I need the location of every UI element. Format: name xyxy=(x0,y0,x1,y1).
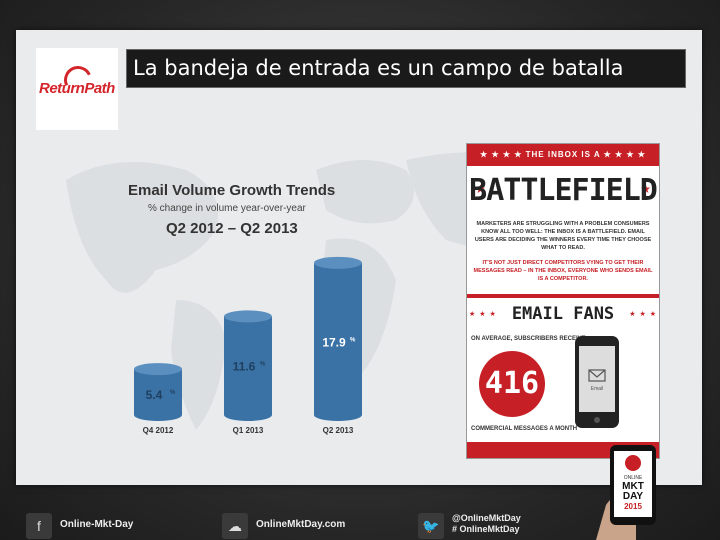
infographic-banner: ★ ★ ★ ★ THE INBOX IS A ★ ★ ★ ★ xyxy=(467,144,659,166)
value-suffix: % xyxy=(260,362,266,368)
message-count: 416 xyxy=(479,351,545,417)
bar-q2-2013 xyxy=(314,262,362,415)
banner-text: THE INBOX IS A xyxy=(525,150,601,159)
value-suffix: % xyxy=(170,390,176,396)
infographic: ★ ★ ★ ★ THE INBOX IS A ★ ★ ★ ★ ★ ★ BATTL… xyxy=(466,143,660,459)
facebook-icon[interactable]: f xyxy=(26,513,52,539)
bar-top xyxy=(314,256,362,269)
badge-line4: 2015 xyxy=(624,502,642,511)
badge-line1: ONLINE xyxy=(624,475,643,481)
logo-text: ReturnPath xyxy=(39,80,115,97)
infographic-paragraph-2: IT'S NOT JUST DIRECT COMPETITORS VYING T… xyxy=(473,260,653,282)
value-label: 17.9 xyxy=(322,336,346,350)
smartphone-icon: Email xyxy=(575,336,619,428)
twitter-hashtag[interactable]: # OnlineMktDay xyxy=(452,524,520,534)
phone-label: Email xyxy=(591,386,604,392)
website-link[interactable]: OnlineMktDay.com xyxy=(256,519,346,530)
value-label: 5.4 xyxy=(146,388,163,402)
chart-title: Email Volume Growth Trends xyxy=(128,182,336,199)
cloud-icon[interactable]: ☁ xyxy=(222,513,248,539)
value-suffix: % xyxy=(350,338,356,344)
twitter-icon[interactable]: 🐦 xyxy=(418,513,444,539)
divider xyxy=(467,294,659,298)
stars-right-icon: ★ ★ ★ xyxy=(629,311,657,318)
bar-base xyxy=(134,409,182,421)
infographic-paragraph-1: MARKETERS ARE STRUGGLING WITH A PROBLEM … xyxy=(474,221,652,251)
event-badge-phone: ONLINE MKT DAY 2015 xyxy=(596,445,656,540)
badge-emblem-icon xyxy=(625,455,641,471)
slide-title: La bandeja de entrada es un campo de bat… xyxy=(133,56,624,80)
average-text: ON AVERAGE, SUBSCRIBERS RECEIVE xyxy=(471,336,586,342)
chart-range-label: Q2 2012 – Q2 2013 xyxy=(166,220,298,237)
bar-q4-2012 xyxy=(134,369,182,415)
star-icon: ★ xyxy=(475,182,486,196)
battlefield-headline: BATTLEFIELD xyxy=(469,173,658,208)
category-label: Q1 2013 xyxy=(233,426,264,435)
slide-title-bar: La bandeja de entrada es un campo de bat… xyxy=(126,49,686,88)
badge-line3: DAY xyxy=(623,491,644,502)
facebook-link[interactable]: Online-Mkt-Day xyxy=(60,519,134,530)
stars-left-icon: ★ ★ ★ xyxy=(469,311,497,318)
slide: ReturnPath La bandeja de entrada es un c… xyxy=(16,30,702,485)
value-label: 11.6 xyxy=(233,360,256,374)
badge-line2: MKT xyxy=(622,481,644,492)
category-label: Q4 2012 xyxy=(143,426,174,435)
star-icon: ★ xyxy=(640,182,651,196)
growth-chart: 5.4 % Q4 2012 11.6 % Q1 2013 17.9 % Q2 2013 xyxy=(134,256,362,435)
bar-base xyxy=(314,409,362,421)
returnpath-logo: ReturnPath xyxy=(36,48,118,130)
chart-subtitle: % change in volume year-over-year xyxy=(148,203,306,214)
email-fans-title: EMAIL FANS xyxy=(511,304,615,324)
bar-base xyxy=(224,409,272,421)
bar-top xyxy=(224,310,272,323)
bar-top xyxy=(134,363,182,376)
footer: f Online-Mkt-Day ☁ OnlineMktDay.com 🐦 @O… xyxy=(0,505,720,540)
messages-text: COMMERCIAL MESSAGES A MONTH xyxy=(471,426,578,432)
category-label: Q2 2013 xyxy=(323,426,354,435)
twitter-handle[interactable]: @OnlineMktDay xyxy=(452,513,521,523)
bar-q1-2013 xyxy=(224,316,272,415)
